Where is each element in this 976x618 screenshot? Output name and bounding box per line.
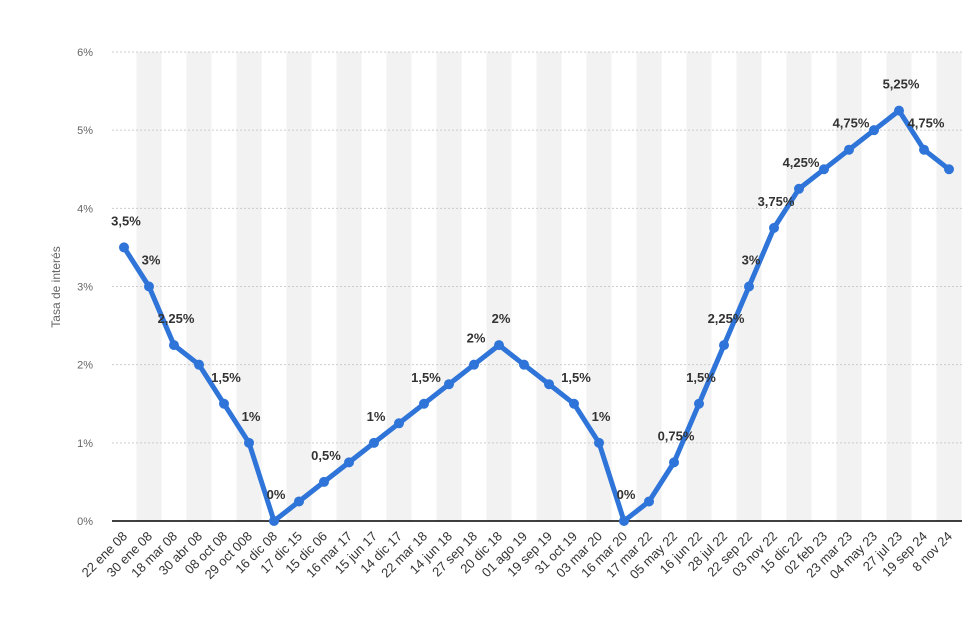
data-label: 4,75% — [908, 116, 945, 131]
y-tick-label: 5% — [77, 125, 93, 137]
data-point — [294, 496, 304, 507]
y-axis-ticks: 0% 1% 2% 3% 4% 5% 6% — [77, 47, 93, 528]
series-points — [119, 105, 954, 526]
data-point — [844, 144, 854, 155]
data-point — [944, 164, 954, 175]
data-label: 1,5% — [686, 370, 716, 385]
data-label: 3% — [742, 253, 761, 268]
data-point — [444, 379, 454, 390]
data-point — [519, 359, 529, 370]
data-point — [344, 457, 354, 468]
data-point — [569, 398, 579, 409]
y-tick-label: 4% — [77, 203, 93, 215]
data-label: 3,5% — [111, 213, 141, 228]
data-label: 0,75% — [658, 428, 695, 443]
data-point — [644, 496, 654, 507]
series-line — [121, 108, 952, 524]
background-band — [186, 52, 212, 521]
data-point — [544, 379, 554, 390]
y-tick-label: 0% — [77, 516, 93, 528]
data-point — [669, 457, 679, 468]
background-band — [686, 52, 712, 521]
data-point — [144, 281, 154, 292]
data-label: 4,25% — [783, 155, 820, 170]
y-tick-label: 6% — [77, 47, 93, 59]
data-point — [594, 437, 604, 448]
data-label: 1% — [367, 409, 386, 424]
y-tick-label: 1% — [77, 438, 93, 450]
data-label: 0,5% — [311, 448, 341, 463]
data-point — [319, 476, 329, 487]
data-point — [769, 222, 779, 233]
data-point — [244, 437, 254, 448]
data-point — [194, 359, 204, 370]
data-labels: 3,5% 3% 2,25% 1,5% 1% 0% 0,5% 1% 1,5% 2% 2% 1,5% 1% 0… — [111, 77, 945, 502]
data-label: 2,25% — [708, 311, 745, 326]
data-label: 2% — [467, 331, 486, 346]
data-point — [869, 125, 879, 136]
data-label: 0% — [617, 487, 636, 502]
data-label: 0% — [267, 487, 286, 502]
data-point — [219, 398, 229, 409]
data-point — [744, 281, 754, 292]
data-label: 3,75% — [758, 194, 795, 209]
data-label: 1,5% — [211, 370, 241, 385]
data-point — [619, 516, 629, 526]
gridlines — [112, 51, 962, 444]
background-band — [486, 52, 512, 521]
y-tick-label: 2% — [77, 360, 93, 372]
background-band — [286, 52, 312, 521]
data-point — [494, 340, 504, 351]
data-label: 1% — [242, 409, 261, 424]
data-point — [719, 340, 729, 351]
data-label: 2,25% — [158, 311, 195, 326]
data-point — [469, 359, 479, 370]
y-axis-label: Tasa de interés — [49, 246, 63, 327]
y-tick-label: 3% — [77, 282, 93, 294]
data-point — [819, 164, 829, 175]
data-label: 1,5% — [561, 370, 591, 385]
data-point — [419, 398, 429, 409]
data-point — [169, 340, 179, 351]
data-point — [794, 183, 804, 194]
data-point — [894, 105, 904, 116]
data-point — [694, 398, 704, 409]
data-label: 5,25% — [883, 77, 920, 92]
data-point — [269, 516, 279, 526]
data-label: 3% — [142, 253, 161, 268]
background-band — [786, 52, 812, 521]
data-point — [119, 242, 129, 253]
data-point — [369, 437, 379, 448]
background-band — [386, 52, 412, 521]
data-point — [394, 418, 404, 429]
data-label: 1,5% — [411, 370, 441, 385]
background-band — [886, 52, 912, 521]
data-label: 1% — [592, 409, 611, 424]
data-point — [919, 144, 929, 155]
data-label: 4,75% — [833, 116, 870, 131]
data-label: 2% — [492, 311, 511, 326]
